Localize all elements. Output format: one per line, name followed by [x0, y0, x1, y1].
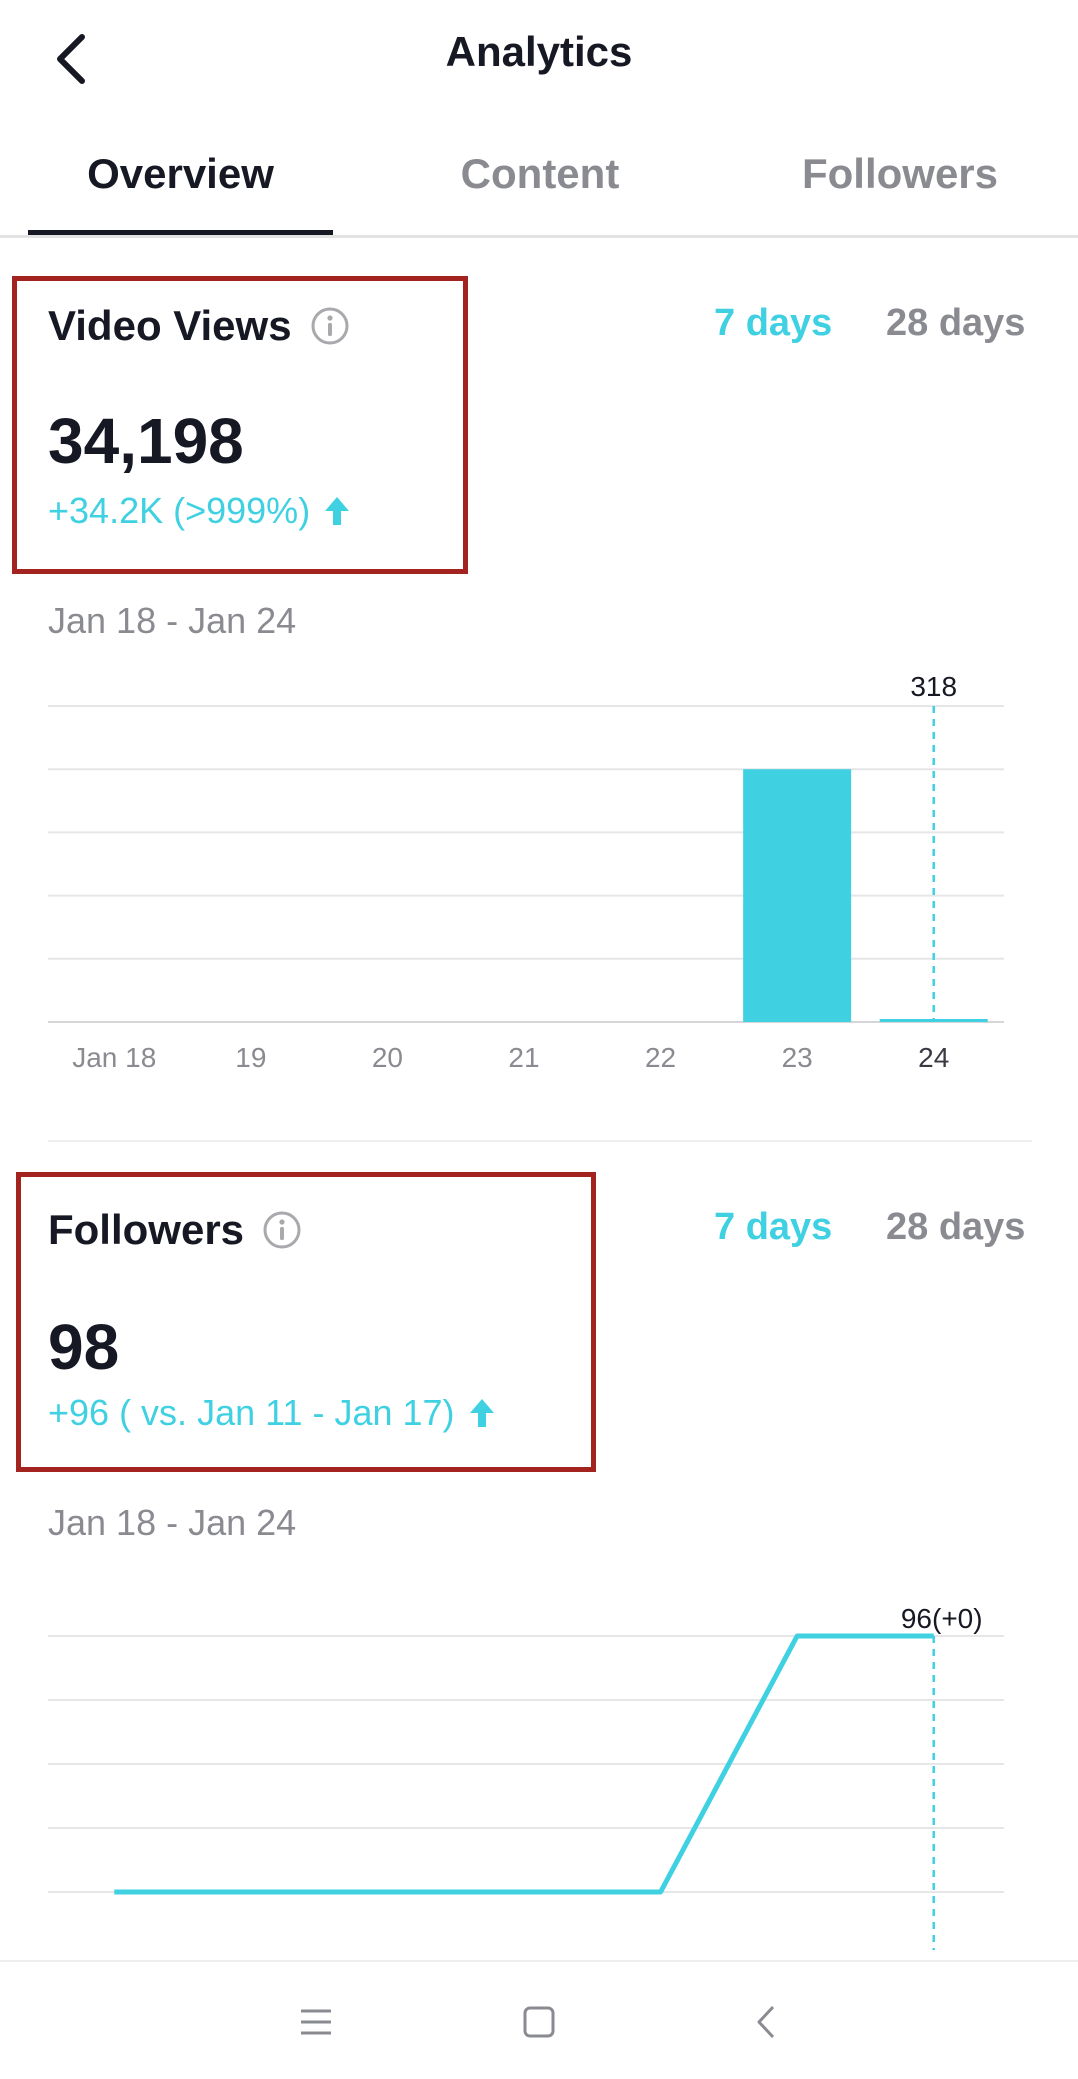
followers-28-days-toggle[interactable]: 28 days: [886, 1206, 1026, 1248]
tab-followers[interactable]: Followers: [801, 150, 999, 197]
arrow-up-icon: [469, 1399, 494, 1427]
chart-bar: [743, 769, 852, 1022]
video-views-delta-text: +34.2K (>999%): [48, 490, 311, 531]
app-header: Analytics: [0, 0, 1078, 120]
chevron-left-icon: [757, 2005, 775, 2039]
chevron-left-icon: [57, 34, 85, 84]
followers-highlight-box: [16, 1172, 596, 1472]
followers-date-range: Jan 18 - Jan 24: [48, 1502, 297, 1543]
video-views-value: 34,198: [48, 405, 244, 477]
x-tick-label: 21: [508, 1042, 539, 1073]
video-views-title: Video Views: [48, 302, 350, 350]
video-views-date-range: Jan 18 - Jan 24: [48, 600, 297, 641]
video-views-28-days-toggle[interactable]: 28 days: [886, 302, 1026, 344]
x-tick-label: 20: [372, 1042, 403, 1073]
page-title: Analytics: [445, 28, 633, 75]
section-divider: [48, 1140, 1032, 1142]
recent-apps-button[interactable]: [276, 1990, 356, 2054]
x-tick-label: 22: [645, 1042, 676, 1073]
info-icon[interactable]: [262, 1210, 302, 1250]
x-tick-label: Jan 18: [72, 1042, 156, 1073]
followers-title-text: Followers: [48, 1206, 245, 1253]
square-icon: [523, 2006, 555, 2038]
tab-bar: Overview Content Followers: [0, 120, 1078, 238]
followers-delta-text: +96 ( vs. Jan 11 - Jan 17): [48, 1392, 455, 1433]
video-views-highlight-box: [12, 276, 468, 574]
followers-delta: +96 ( vs. Jan 11 - Jan 17): [48, 1392, 495, 1434]
video-views-7-days-toggle[interactable]: 7 days: [714, 302, 833, 344]
active-tab-indicator: [28, 230, 333, 235]
menu-icon: [301, 2009, 331, 2035]
arrow-up-icon: [325, 497, 350, 525]
system-nav-bar: [0, 1960, 1078, 2079]
followers-title: Followers: [48, 1206, 302, 1254]
video-views-delta: +34.2K (>999%): [48, 490, 350, 532]
back-button[interactable]: [40, 22, 100, 96]
home-button[interactable]: [499, 1990, 579, 2054]
tab-overview[interactable]: Overview: [87, 150, 274, 197]
video-views-bar-chart: 318 Jan 18 19 20 21 22 23 24: [48, 671, 1004, 1073]
x-tick-label: 23: [782, 1042, 813, 1073]
video-views-title-text: Video Views: [48, 302, 292, 349]
data-label: 96(+0): [901, 1603, 983, 1634]
x-tick-label: 24: [918, 1042, 949, 1073]
followers-series-line: [114, 1633, 934, 1895]
tab-content[interactable]: Content: [460, 150, 620, 197]
x-tick-label: 19: [235, 1042, 266, 1073]
data-label: 318: [910, 671, 957, 702]
followers-line-chart: 96(+0): [48, 1603, 1004, 1950]
followers-value: 98: [48, 1311, 120, 1383]
followers-7-days-toggle[interactable]: 7 days: [714, 1206, 833, 1248]
info-icon[interactable]: [310, 306, 350, 346]
system-back-button[interactable]: [726, 1990, 806, 2054]
